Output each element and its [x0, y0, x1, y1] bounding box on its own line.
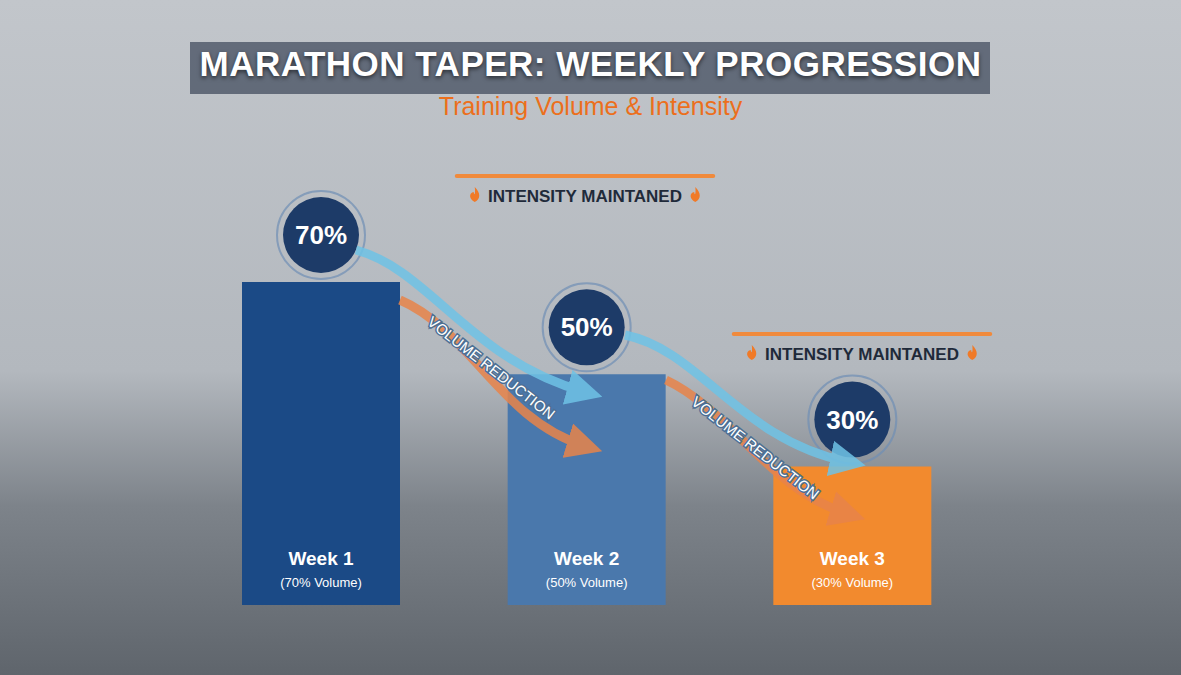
svg-text:Week 3: Week 3	[820, 548, 885, 569]
svg-text:INTENSITY MAINTANED: INTENSITY MAINTANED	[488, 187, 682, 206]
svg-text:50%: 50%	[561, 312, 613, 342]
svg-text:VOLUME REDUCTION: VOLUME REDUCTION	[688, 393, 822, 503]
svg-text:Week 2: Week 2	[554, 548, 619, 569]
svg-text:INTENSITY MAINTANED: INTENSITY MAINTANED	[765, 345, 959, 364]
html-text:MARATHON TAPER: WEEKLY PROGRES: MARATHON TAPER: WEEKLY PROGRESSION	[199, 44, 982, 83]
svg-text:VOLUME REDUCTION: VOLUME REDUCTION	[424, 313, 558, 423]
svg-text:Week 1: Week 1	[288, 548, 354, 569]
html-text:Training Volume & Intensity: Training Volume & Intensity	[438, 92, 743, 120]
svg-text:(30% Volume): (30% Volume)	[812, 575, 894, 590]
svg-text:70%: 70%	[295, 220, 347, 250]
svg-text:30%: 30%	[826, 405, 878, 435]
svg-text:(50% Volume): (50% Volume)	[546, 575, 628, 590]
svg-text:(70% Volume): (70% Volume)	[280, 575, 362, 590]
